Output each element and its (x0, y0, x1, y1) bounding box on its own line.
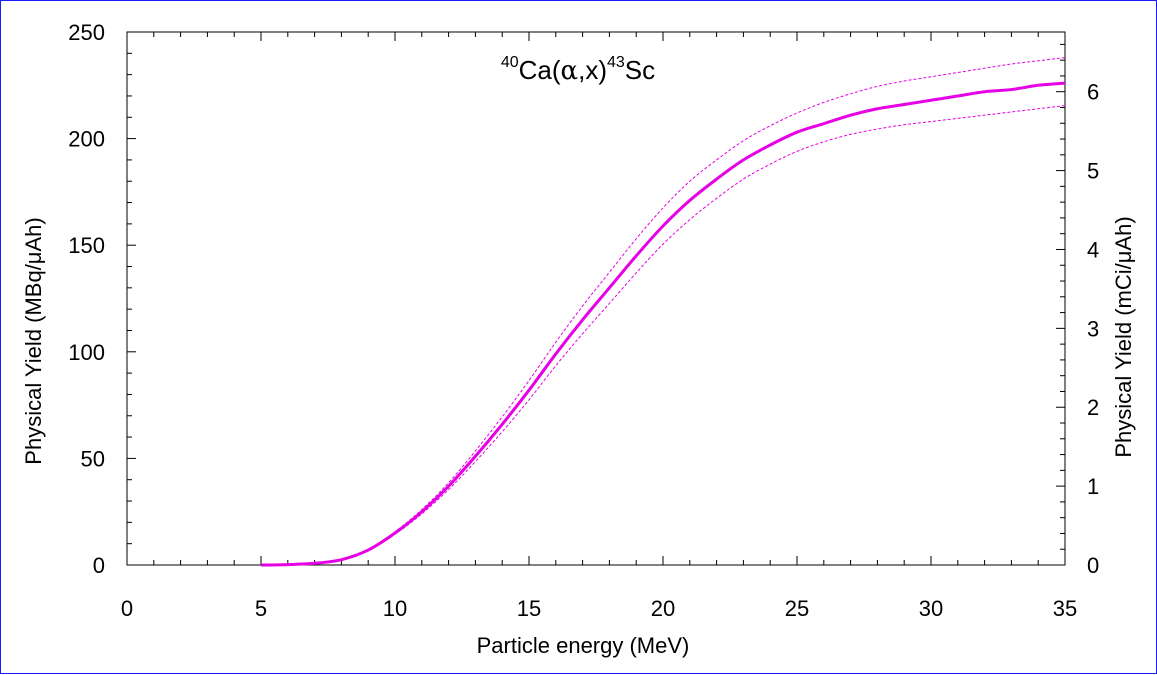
x-tick-label: 5 (255, 596, 267, 621)
y-right-tick-label: 1 (1087, 474, 1099, 499)
x-tick-label: 0 (121, 596, 133, 621)
plot-area (126, 31, 1066, 566)
y-right-tick-label: 2 (1087, 395, 1099, 420)
y-right-tick-label: 6 (1087, 80, 1099, 105)
x-tick-label: 20 (651, 596, 675, 621)
chart-title-sup-mass-target: 40 (501, 54, 519, 71)
y-tick-label: 50 (81, 446, 105, 471)
x-tick-label: 30 (919, 596, 943, 621)
chart-title-reaction: ,x) (578, 55, 607, 85)
chart-title-target: Ca( (519, 55, 561, 85)
y-tick-label: 150 (68, 233, 105, 258)
y-right-tick-label: 5 (1087, 159, 1099, 184)
lower-uncertainty-line (260, 105, 1066, 566)
plot-border (126, 31, 1066, 566)
upper-uncertainty-line (260, 57, 1066, 566)
y-tick-label: 200 (68, 127, 105, 152)
y-right-tick-label: 0 (1087, 553, 1099, 578)
y-tick-label: 100 (68, 340, 105, 365)
yield-curve-line (260, 81, 1066, 567)
y-axis-title-right: Physical Yield (mCi/μAh) (1111, 216, 1136, 457)
y-tick-label: 250 (68, 20, 105, 45)
series-layer (260, 57, 1066, 567)
y-axis-title-left: Physical Yield (MBq/μAh) (21, 217, 46, 464)
axes: 0 5 10 15 20 25 30 35 0 50 100 150 200 250 0 1 2 3 4 5 6 (68, 20, 1099, 621)
x-tick-label: 35 (1053, 596, 1077, 621)
x-tick-label: 15 (517, 596, 541, 621)
x-axis-title: Particle energy (MeV) (477, 633, 690, 658)
y-right-tick-label: 3 (1087, 316, 1099, 341)
chart-title-product: Sc (625, 55, 655, 85)
x-tick-label: 25 (785, 596, 809, 621)
y-right-tick-label: 4 (1087, 237, 1099, 262)
chart-title: 40Ca(α,x)43Sc (501, 54, 655, 86)
y-tick-label: 0 (93, 553, 105, 578)
chart-title-sup-mass-product: 43 (607, 54, 625, 71)
x-tick-label: 10 (383, 596, 407, 621)
chart-title-alpha: α (561, 56, 579, 86)
